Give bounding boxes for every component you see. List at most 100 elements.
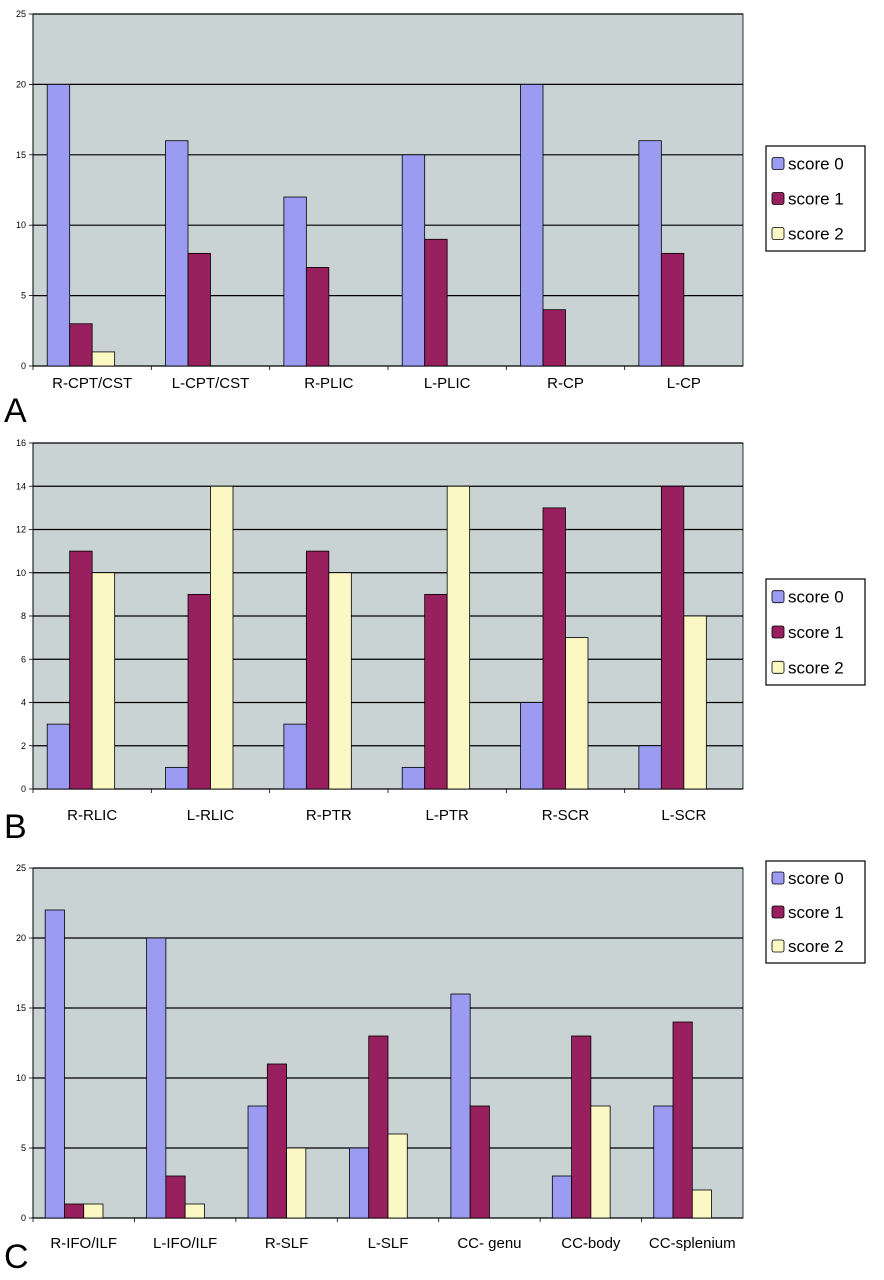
bar-score-0-l-slf — [349, 1147, 370, 1219]
y-tick-label: 25 — [16, 9, 26, 19]
bar-score-2-r-ifo-ilf — [83, 1203, 104, 1219]
bar-score-1-cc-genu — [469, 1105, 490, 1219]
x-category-label: R-PLIC — [304, 375, 353, 392]
legend-swatch-score-2 — [771, 939, 785, 953]
bar-score-0-l-rlic — [165, 766, 189, 790]
panel-letter: A — [4, 392, 27, 430]
bar-score-1-l-cpt-cst — [187, 252, 211, 367]
legend-label-score-0: score 0 — [788, 155, 844, 174]
bar-score-2-r-scr — [565, 637, 589, 790]
bar-score-1-l-ifo-ilf — [165, 1175, 186, 1219]
legend-swatch-score-2 — [771, 227, 785, 240]
bar-score-1-l-scr — [660, 485, 685, 790]
bar-score-0-r-slf — [247, 1105, 268, 1219]
bar-score-0-l-ifo-ilf — [146, 937, 167, 1219]
legend-label-score-1: score 1 — [788, 623, 844, 642]
bar-score-1-l-rlic — [187, 593, 211, 790]
y-tick-label: 25 — [16, 863, 26, 873]
panel-letter: C — [4, 1238, 29, 1276]
legend: score 0 score 1 score 2 — [765, 578, 866, 686]
bar-score-0-cc-splenium — [653, 1105, 674, 1219]
legend-label-score-2: score 2 — [788, 225, 844, 244]
bar-score-1-l-plic — [424, 238, 448, 367]
plot-area — [32, 13, 744, 367]
bar-score-0-l-plic — [401, 154, 426, 367]
bar-score-1-r-scr — [542, 507, 566, 790]
legend-swatch-score-2 — [771, 660, 785, 674]
y-tick-label: 0 — [21, 784, 26, 794]
bar-score-1-r-cpt-cst — [69, 323, 93, 367]
x-category-label: L-PLIC — [424, 375, 471, 392]
bar-score-2-l-scr — [683, 615, 707, 790]
x-category-label: L-CP — [667, 375, 701, 392]
x-category-label: CC-splenium — [649, 1235, 736, 1252]
y-tick-label: 15 — [16, 150, 26, 160]
bar-score-0-cc-genu — [450, 993, 471, 1219]
bar-score-2-r-rlic — [91, 572, 116, 790]
y-tick-label: 10 — [16, 220, 26, 230]
bar-score-0-r-ifo-ilf — [44, 909, 65, 1219]
bar-score-0-r-cpt-cst — [46, 84, 71, 367]
legend-label-score-2: score 2 — [788, 658, 844, 677]
bar-score-0-cc-body — [551, 1175, 572, 1219]
bar-score-2-r-ptr — [328, 572, 352, 790]
bar-score-1-cc-body — [571, 1035, 592, 1219]
x-category-label: CC- genu — [457, 1235, 521, 1252]
bar-score-2-l-slf — [387, 1133, 408, 1219]
bar-score-1-l-slf — [368, 1035, 389, 1219]
bar-score-2-r-slf — [286, 1147, 307, 1219]
x-category-label: R-CPT/CST — [52, 375, 132, 392]
x-category-label: L-SCR — [661, 807, 706, 824]
chart-panel-b: 0 2 4 6 8 10 12 14 16 R-RLIC L-RLIC R-PTR L-PTR R-SCR… — [4, 438, 866, 846]
bar-score-0-l-scr — [638, 745, 662, 790]
bar-score-1-r-plic — [305, 267, 330, 367]
y-tick-label: 14 — [16, 481, 26, 491]
y-tick-label: 12 — [16, 525, 26, 535]
x-category-label: R-RLIC — [67, 807, 117, 824]
x-category-label: L-RLIC — [187, 807, 235, 824]
legend-label-score-1: score 1 — [788, 903, 844, 922]
bar-score-1-r-rlic — [69, 550, 93, 790]
y-tick-label: 20 — [16, 79, 26, 89]
legend-swatch-score-0 — [771, 871, 785, 885]
bar-score-0-l-cpt-cst — [165, 140, 189, 367]
x-category-label: L-CPT/CST — [172, 375, 250, 392]
x-category-label: L-PTR — [425, 807, 469, 824]
bar-score-1-r-slf — [266, 1063, 287, 1219]
y-tick-label: 5 — [21, 1143, 26, 1153]
x-category-label: L-IFO/ILF — [153, 1235, 217, 1252]
bar-score-1-r-ifo-ilf — [64, 1203, 85, 1219]
legend: score 0 score 1 score 2 — [765, 145, 866, 252]
y-tick-label: 2 — [21, 741, 26, 751]
y-tick-label: 16 — [16, 438, 26, 448]
panel-letter: B — [4, 808, 27, 846]
legend: score 0 score 1 score 2 — [765, 860, 866, 964]
bar-score-1-l-ptr — [424, 593, 448, 790]
y-tick-label: 15 — [16, 1003, 26, 1013]
bar-score-0-r-scr — [520, 702, 544, 790]
bar-score-2-l-ifo-ilf — [184, 1203, 205, 1219]
legend-swatch-score-1 — [771, 192, 785, 205]
legend-label-score-0: score 0 — [788, 869, 844, 888]
bar-score-2-cc-body — [590, 1105, 611, 1219]
y-tick-label: 20 — [16, 933, 26, 943]
x-category-label: R-PTR — [306, 807, 352, 824]
x-category-label: R-SLF — [265, 1235, 308, 1252]
bar-score-0-l-ptr — [401, 766, 426, 790]
legend-swatch-score-0 — [771, 590, 785, 604]
bar-score-1-r-cp — [542, 309, 566, 367]
legend-label-score-0: score 0 — [788, 588, 844, 607]
bar-score-2-l-rlic — [210, 485, 234, 790]
chart-panel-a: 0 5 10 15 20 25 R-CPT/CST L-CPT/CST R-PLIC L-PLIC… — [4, 9, 866, 430]
legend-swatch-score-0 — [771, 157, 785, 170]
bar-score-1-l-cp — [660, 252, 685, 367]
bar-score-1-r-ptr — [305, 550, 330, 790]
y-tick-label: 10 — [16, 568, 26, 578]
legend-label-score-1: score 1 — [788, 190, 844, 209]
legend-swatch-score-1 — [771, 625, 785, 639]
bar-score-2-cc-splenium — [691, 1189, 712, 1219]
bar-score-0-r-rlic — [46, 723, 71, 790]
legend-label-score-2: score 2 — [788, 937, 844, 956]
